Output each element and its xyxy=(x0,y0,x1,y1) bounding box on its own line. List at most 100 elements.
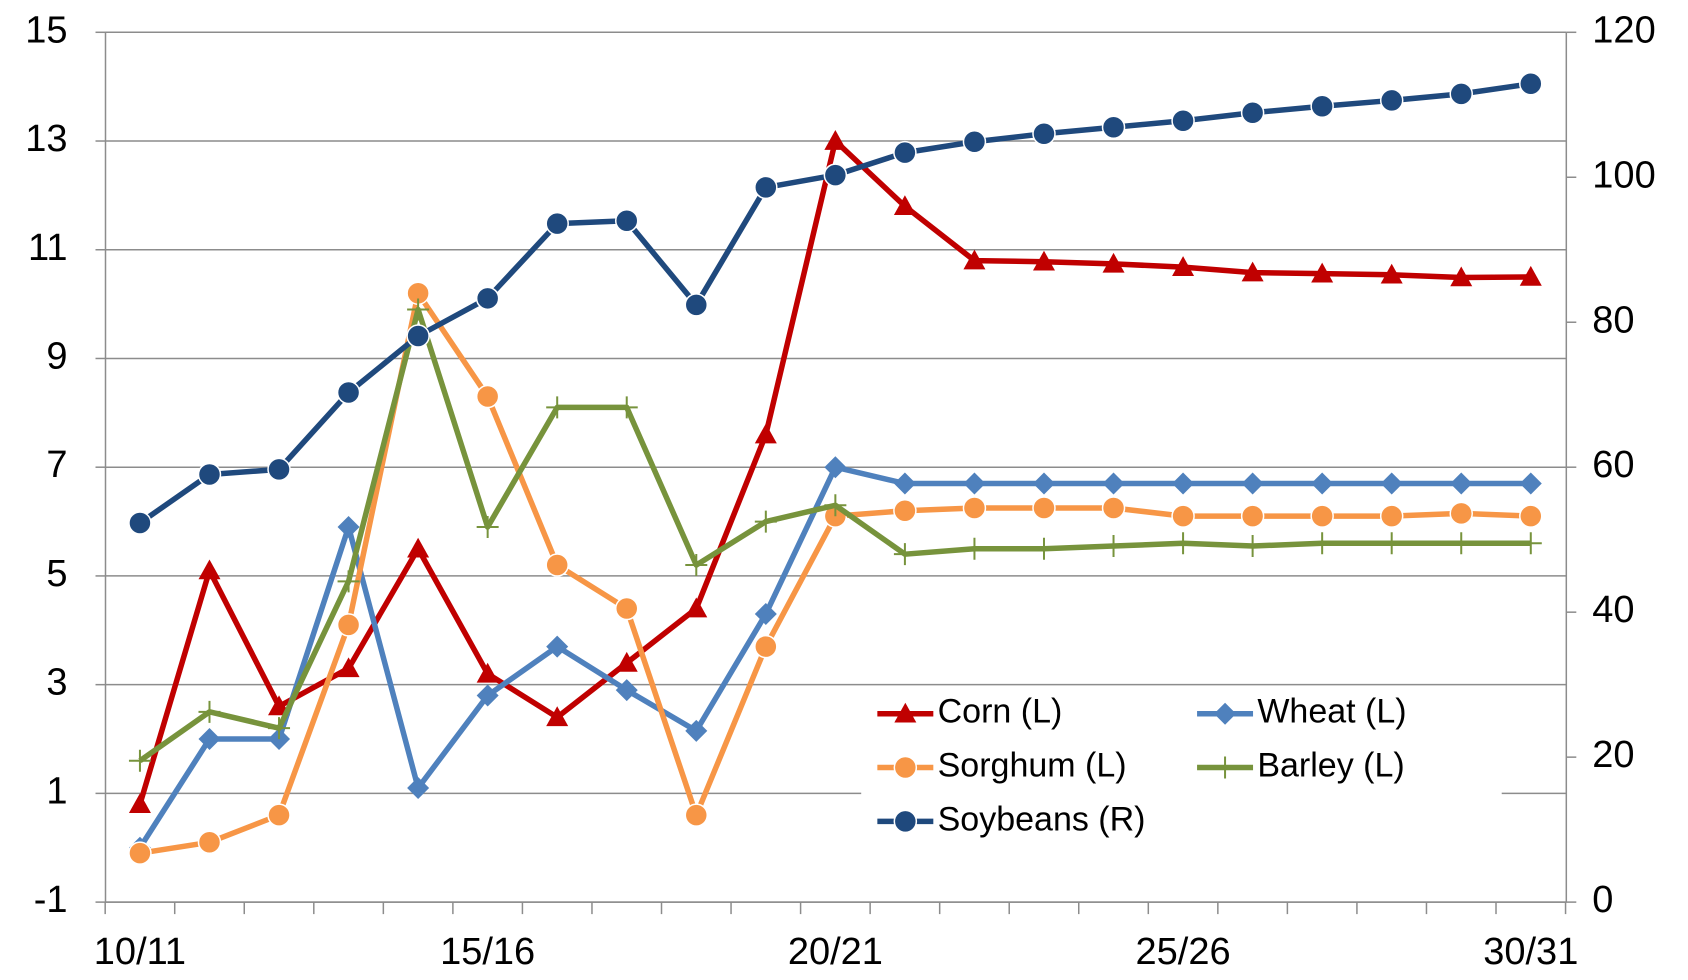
marker xyxy=(1101,115,1126,139)
marker xyxy=(128,749,151,772)
marker xyxy=(754,602,777,625)
marker xyxy=(475,286,500,311)
marker xyxy=(893,809,918,834)
marker xyxy=(336,380,361,405)
marker xyxy=(1102,252,1125,273)
marker xyxy=(894,702,917,723)
marker xyxy=(1171,504,1195,528)
y-tick-label: 5 xyxy=(46,553,67,595)
x-tick-label: 25/26 xyxy=(1136,931,1231,973)
marker xyxy=(1519,532,1542,555)
legend-label: Barley (L) xyxy=(1257,747,1404,785)
marker xyxy=(685,597,708,618)
marker xyxy=(476,662,499,683)
marker xyxy=(545,211,569,236)
marker xyxy=(1214,702,1237,725)
y-tick-label: 15 xyxy=(25,9,67,51)
marker xyxy=(1380,532,1403,555)
marker xyxy=(1310,94,1334,118)
marker xyxy=(1450,266,1473,287)
y-tick-label: 1 xyxy=(46,770,67,812)
y2-tick-label: 80 xyxy=(1592,299,1634,341)
marker xyxy=(615,651,638,672)
y-tick-label: 3 xyxy=(46,662,67,704)
marker xyxy=(1379,504,1404,528)
marker xyxy=(1240,504,1265,528)
marker xyxy=(1311,262,1334,283)
marker xyxy=(337,516,360,539)
legend-label: Sorghum (L) xyxy=(938,747,1127,785)
y2-tick-label: 60 xyxy=(1592,444,1634,486)
y-tick-label: -1 xyxy=(34,879,68,921)
series xyxy=(128,130,1542,814)
y-tick-label: 11 xyxy=(28,227,67,269)
legend: Corn (L) Wheat (L) Sorghum (L) Barley (L) So… xyxy=(861,688,1502,849)
marker xyxy=(476,516,499,539)
marker xyxy=(893,755,918,780)
marker xyxy=(198,728,221,751)
marker xyxy=(1214,756,1237,779)
marker xyxy=(1101,496,1126,520)
marker xyxy=(824,130,847,150)
marker xyxy=(407,776,430,799)
x-tick-label: 15/16 xyxy=(440,931,535,973)
marker xyxy=(1172,532,1195,555)
x-tick-label: 30/31 xyxy=(1483,931,1578,973)
marker xyxy=(1519,265,1542,286)
marker xyxy=(615,679,638,702)
marker xyxy=(754,510,777,533)
marker xyxy=(615,396,638,419)
marker xyxy=(1311,472,1334,495)
marker xyxy=(1102,535,1125,558)
marker xyxy=(754,175,778,200)
marker xyxy=(268,717,291,740)
marker xyxy=(684,293,709,317)
marker xyxy=(893,140,917,165)
marker xyxy=(1240,101,1265,125)
marker xyxy=(337,657,360,678)
marker xyxy=(546,706,569,727)
marker xyxy=(406,324,430,348)
marker xyxy=(893,195,916,216)
marker xyxy=(1241,472,1264,495)
marker xyxy=(337,570,360,593)
marker xyxy=(614,209,639,233)
marker xyxy=(128,511,152,535)
marker xyxy=(962,496,987,520)
marker xyxy=(128,793,151,814)
marker xyxy=(545,553,569,577)
marker xyxy=(267,803,291,827)
legend-box xyxy=(861,688,1502,849)
marker xyxy=(893,543,916,566)
marker xyxy=(198,700,221,723)
y2-tick-label: 20 xyxy=(1592,734,1634,776)
marker xyxy=(267,457,291,482)
x-tick-label: 10/11 xyxy=(94,931,186,973)
marker xyxy=(407,298,430,321)
marker xyxy=(893,472,916,495)
marker xyxy=(1449,501,1473,526)
marker xyxy=(614,596,639,621)
marker xyxy=(546,635,569,658)
marker xyxy=(823,163,848,187)
y-tick-label: 9 xyxy=(46,336,67,378)
marker xyxy=(963,249,986,270)
marker xyxy=(1032,250,1055,271)
y2-tick-label: 100 xyxy=(1592,154,1655,196)
marker xyxy=(475,384,500,409)
marker xyxy=(1172,472,1195,495)
marker xyxy=(824,494,847,517)
marker xyxy=(893,498,917,523)
marker xyxy=(824,456,847,479)
legend-label: Corn (L) xyxy=(938,693,1063,731)
marker xyxy=(684,803,709,827)
marker xyxy=(962,129,987,154)
marker xyxy=(1380,263,1403,284)
marker xyxy=(1379,88,1404,113)
marker xyxy=(1172,256,1195,276)
marker xyxy=(1032,496,1056,520)
marker xyxy=(1241,535,1264,558)
marker xyxy=(1032,537,1055,560)
marker xyxy=(407,537,430,558)
